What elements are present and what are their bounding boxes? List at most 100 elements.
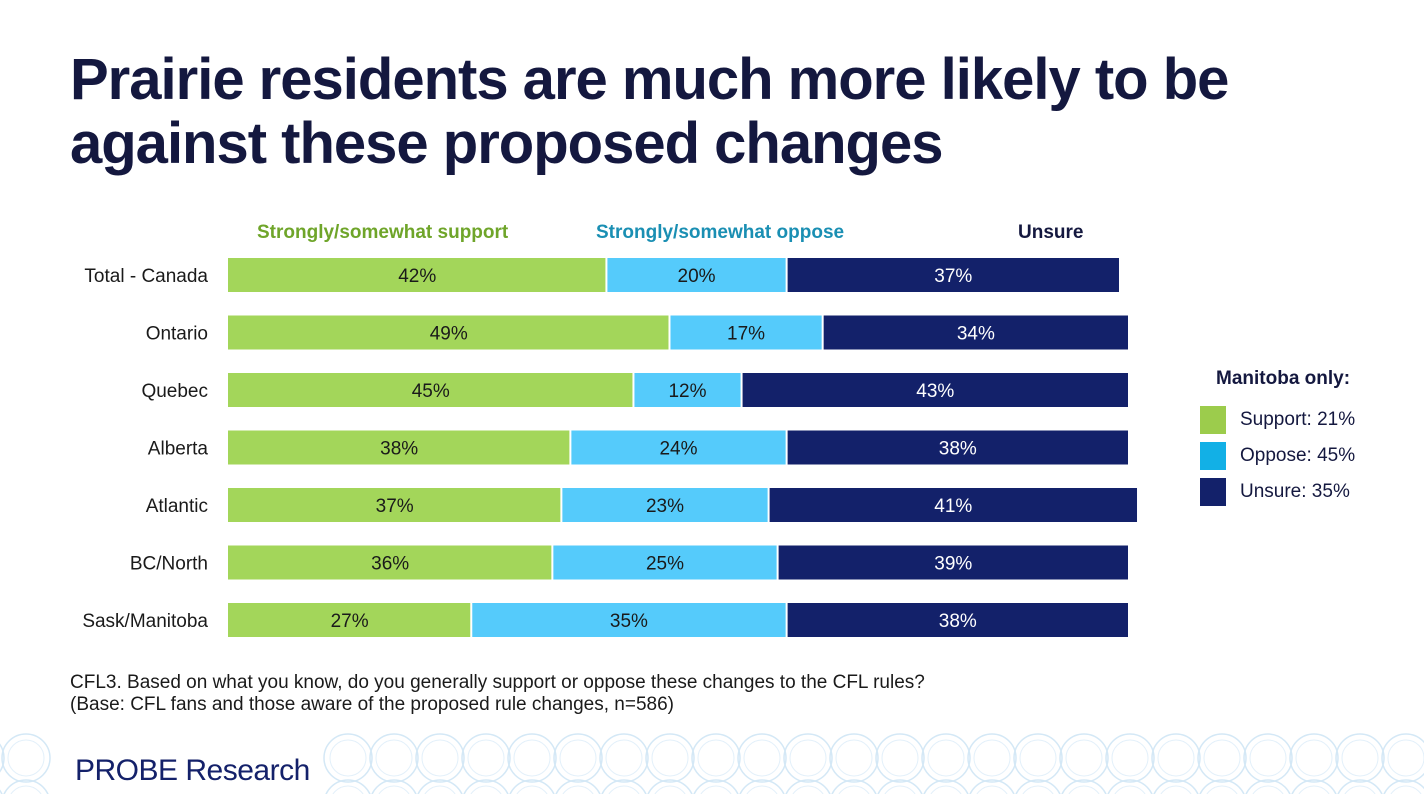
bar-segment xyxy=(228,315,669,350)
category-label: Total - Canada xyxy=(84,266,208,287)
pattern-circle xyxy=(1019,739,1057,777)
pattern-circle xyxy=(831,779,877,794)
data-label: 39% xyxy=(934,554,972,575)
pattern-circle xyxy=(1105,733,1155,783)
data-label: 27% xyxy=(331,611,369,632)
pattern-circle xyxy=(1249,739,1287,777)
pattern-circle xyxy=(1151,733,1201,783)
series-header-oppose: Strongly/somewhat oppose xyxy=(596,222,845,243)
pattern-circle xyxy=(785,779,831,794)
pattern-circle xyxy=(461,733,511,783)
data-label: 41% xyxy=(934,496,972,517)
pattern-circle xyxy=(1013,733,1063,783)
pattern-circle xyxy=(1157,739,1195,777)
pattern-circle xyxy=(792,785,824,794)
pattern-circle xyxy=(375,739,413,777)
pattern-circle xyxy=(601,779,647,794)
bar-segment xyxy=(607,258,786,292)
data-label: 25% xyxy=(646,554,684,575)
bar-segment xyxy=(562,488,768,522)
data-label: 38% xyxy=(380,439,418,460)
pattern-circle xyxy=(1206,785,1238,794)
pattern-circle xyxy=(463,779,509,794)
pattern-circle xyxy=(829,733,879,783)
bar-segment xyxy=(787,603,1128,637)
pattern-circle xyxy=(323,733,373,783)
pattern-circle xyxy=(7,739,45,777)
pattern-circle xyxy=(371,779,417,794)
pattern-circle xyxy=(415,733,465,783)
data-label: 38% xyxy=(939,611,977,632)
pattern-circle xyxy=(513,739,551,777)
bar-segment xyxy=(553,545,777,580)
pattern-circle xyxy=(1022,785,1054,794)
pattern-circle xyxy=(553,733,603,783)
pattern-circle xyxy=(1344,785,1376,794)
data-label: 42% xyxy=(398,266,436,287)
pattern-circle xyxy=(691,733,741,783)
category-label: BC/North xyxy=(130,554,208,575)
pattern-circle xyxy=(0,789,3,794)
pattern-circle xyxy=(783,733,833,783)
pattern-circle xyxy=(3,779,49,794)
pattern-circle xyxy=(329,739,367,777)
circle-pattern-decoration xyxy=(0,733,1424,794)
legend-swatch xyxy=(1200,406,1226,434)
data-label: 45% xyxy=(412,381,450,402)
data-label: 24% xyxy=(659,439,697,460)
pattern-circle xyxy=(927,739,965,777)
question-note: CFL3. Based on what you know, do you gen… xyxy=(70,672,925,715)
pattern-circle xyxy=(325,779,371,794)
pattern-circle xyxy=(1065,739,1103,777)
bar-segment xyxy=(787,430,1128,465)
pattern-circle xyxy=(608,785,640,794)
bar-segment xyxy=(228,545,552,580)
bar-segment xyxy=(787,258,1119,292)
pattern-circle xyxy=(739,779,785,794)
probe-research-logo: PROBE Research xyxy=(75,754,310,787)
pattern-circle xyxy=(884,785,916,794)
bar-segment xyxy=(742,373,1128,407)
legend-label: Unsure: 35% xyxy=(1240,481,1350,502)
pattern-circle xyxy=(1341,739,1379,777)
pattern-circle xyxy=(559,739,597,777)
pattern-circle xyxy=(789,739,827,777)
pattern-circle xyxy=(507,733,557,783)
pattern-circle xyxy=(605,739,643,777)
bar-segment xyxy=(228,488,561,522)
pattern-circle xyxy=(1153,779,1199,794)
category-label: Sask/Manitoba xyxy=(82,611,208,632)
legend-item-support: Support: 21% xyxy=(1200,402,1355,438)
pattern-circle xyxy=(1243,733,1293,783)
data-label: 12% xyxy=(668,381,706,402)
pattern-circle xyxy=(923,779,969,794)
pattern-circle xyxy=(1245,779,1291,794)
pattern-circle xyxy=(969,779,1015,794)
data-label: 34% xyxy=(957,324,995,345)
data-label: 23% xyxy=(646,496,684,517)
pattern-circle xyxy=(697,739,735,777)
pattern-circle xyxy=(1203,739,1241,777)
pattern-circle xyxy=(737,733,787,783)
pattern-circle xyxy=(1295,739,1333,777)
pattern-circle xyxy=(1383,779,1424,794)
pattern-circle xyxy=(332,785,364,794)
legend-item-unsure: Unsure: 35% xyxy=(1200,474,1355,510)
bar-segment xyxy=(228,603,471,637)
pattern-circle xyxy=(1291,779,1337,794)
pattern-circle xyxy=(838,785,870,794)
pattern-circle xyxy=(930,785,962,794)
pattern-circle xyxy=(378,785,410,794)
bar-segment xyxy=(823,315,1128,350)
pattern-circle xyxy=(369,733,419,783)
pattern-circle xyxy=(0,743,5,773)
bar-segment xyxy=(769,488,1138,522)
data-label: 20% xyxy=(678,266,716,287)
pattern-circle xyxy=(470,785,502,794)
pattern-circle xyxy=(516,785,548,794)
pattern-circle xyxy=(10,785,42,794)
legend-label: Oppose: 45% xyxy=(1240,445,1356,466)
category-label: Atlantic xyxy=(146,496,208,517)
pattern-circle xyxy=(599,733,649,783)
category-label: Alberta xyxy=(148,439,209,460)
